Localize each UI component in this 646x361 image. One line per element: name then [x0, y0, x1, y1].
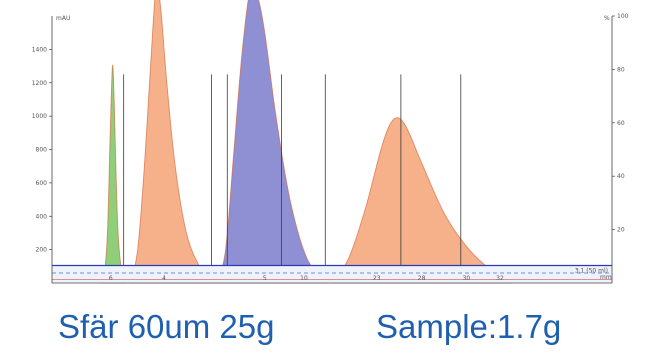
y2-tick-label: 80 — [617, 66, 625, 73]
y2-tick-label: 100 — [617, 13, 629, 20]
y2-unit-label: % — [604, 15, 610, 22]
caption-sample-info: Sample:1.7g — [376, 308, 562, 345]
y-tick-label: 800 — [36, 147, 48, 154]
y-tick-label: 1000 — [32, 113, 47, 120]
y-tick-label: 1200 — [32, 80, 47, 87]
fraction-label: 30 — [463, 275, 471, 282]
labels-layer: 200 400 600 800 1000 1200 1400 20 40 60 80 100 mAU % m… — [32, 13, 629, 282]
y2-tick-label: 20 — [617, 227, 625, 234]
x-unit-label: mm — [600, 274, 612, 281]
y2-tick-label: 40 — [617, 173, 625, 180]
peak-3 — [216, 0, 328, 284]
fraction-label: 10 — [300, 275, 308, 282]
chromatogram-chart: 200 400 600 800 1000 1200 1400 20 40 60 80 100 mAU % m… — [32, 0, 629, 284]
y-tick-label: 1400 — [32, 46, 47, 53]
peak-4 — [331, 117, 512, 284]
fraction-label: 4 — [162, 275, 166, 282]
caption-column-info: Sfär 60um 25g — [58, 308, 275, 345]
y-tick-label: 600 — [36, 180, 48, 187]
peak-1 — [99, 64, 127, 284]
y-unit-label: mAU — [56, 15, 70, 22]
threshold-band — [52, 265, 612, 283]
peaks-layer — [99, 0, 512, 284]
y-tick-label: 400 — [36, 213, 48, 220]
threshold-label: 3.1 (50 ml) — [575, 267, 608, 274]
fraction-label: 6 — [109, 275, 113, 282]
axes-layer — [49, 15, 615, 284]
fraction-cuts-layer — [123, 74, 462, 283]
fraction-label: 23 — [373, 275, 381, 282]
fraction-label: 28 — [418, 275, 426, 282]
fraction-label: 5 — [263, 275, 267, 282]
y-tick-label: 200 — [36, 247, 48, 254]
fraction-label: 32 — [496, 275, 504, 282]
y2-tick-label: 60 — [617, 120, 625, 127]
peak-2 — [129, 0, 216, 284]
